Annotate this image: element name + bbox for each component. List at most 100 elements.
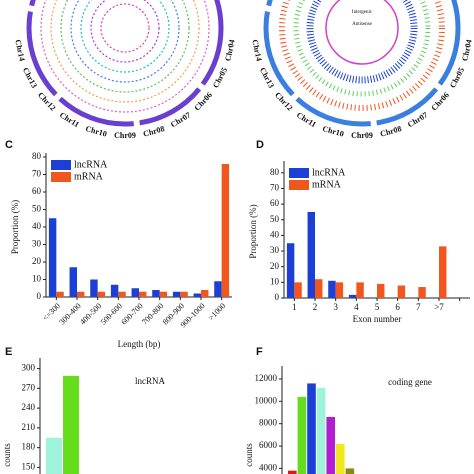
chromosome-label: Chr04 xyxy=(460,39,473,62)
bar xyxy=(56,291,64,297)
y-tick-label: 270 xyxy=(22,382,36,392)
y-tick-label: 0 xyxy=(275,292,280,302)
bar xyxy=(152,290,160,297)
bar xyxy=(328,280,336,298)
bar xyxy=(172,291,181,297)
x-tick-label: 4 xyxy=(354,302,359,312)
y-tick-label: 70 xyxy=(32,169,42,179)
x-tick-label: >7 xyxy=(434,302,444,312)
bar xyxy=(46,437,62,474)
bar xyxy=(48,218,57,297)
bar xyxy=(307,383,316,474)
bar xyxy=(221,164,230,297)
y-tick-label: 180 xyxy=(22,442,36,452)
bar xyxy=(335,282,344,298)
bar xyxy=(315,279,323,298)
chromosome-label: Chr08 xyxy=(379,124,402,139)
y-tick-label: 240 xyxy=(22,402,36,412)
chart-title: coding gene xyxy=(388,377,432,387)
y-tick-label: 10 xyxy=(270,276,280,286)
chromosome-label: Chr14 xyxy=(250,39,263,62)
y-axis-label: Proportion (%) xyxy=(248,204,258,258)
bar xyxy=(131,288,139,297)
legend-swatch xyxy=(51,160,71,170)
chart-title: lncRNA xyxy=(135,376,165,386)
legend-label: mRNA xyxy=(312,179,342,190)
bar xyxy=(110,284,119,297)
bar xyxy=(345,468,355,474)
y-axis-label: counts xyxy=(244,443,254,467)
y-tick-label: 80 xyxy=(32,151,42,161)
y-tick-label: 4000 xyxy=(259,462,278,472)
y-tick-label: 20 xyxy=(270,261,280,271)
x-tick-label: >1000 xyxy=(207,301,228,322)
chromosome-label: Chr08 xyxy=(142,124,165,139)
y-tick-label: 300 xyxy=(22,363,36,373)
bar xyxy=(439,246,447,298)
legend-swatch xyxy=(51,172,71,182)
bar xyxy=(397,285,406,298)
bar xyxy=(286,243,295,298)
x-tick-label: 7 xyxy=(416,302,421,312)
y-tick-label: 10 xyxy=(32,274,42,284)
chromosome-label: Chr14 xyxy=(13,39,26,62)
y-tick-label: 80 xyxy=(270,167,280,177)
bar xyxy=(297,396,307,474)
bar xyxy=(69,267,77,297)
y-tick-label: 210 xyxy=(22,422,36,432)
panel-letter: D xyxy=(256,139,264,151)
chromosome-label: Chr09 xyxy=(351,131,373,140)
y-tick-label: 60 xyxy=(270,198,280,208)
bar xyxy=(348,294,357,298)
bar xyxy=(180,291,188,297)
y-tick-label: 40 xyxy=(32,221,42,231)
y-tick-label: 150 xyxy=(22,461,36,471)
legend-label: mRNA xyxy=(74,171,104,182)
y-tick-label: 6000 xyxy=(259,440,278,450)
panel-letter: E xyxy=(5,346,12,358)
y-tick-label: 40 xyxy=(270,229,280,239)
bar xyxy=(77,291,85,297)
bar xyxy=(288,470,297,474)
x-tick-label: 400-500 xyxy=(78,301,103,326)
panel-letter: C xyxy=(5,139,13,151)
track-label: Intergenic xyxy=(352,10,373,15)
bar xyxy=(356,282,364,298)
y-tick-label: 50 xyxy=(32,204,42,214)
bar xyxy=(294,282,302,298)
x-tick-label: 1 xyxy=(292,302,297,312)
x-tick-label: 300-400 xyxy=(57,301,82,326)
bar xyxy=(90,279,98,297)
bar xyxy=(307,211,315,298)
x-axis-label: Length (bp) xyxy=(118,339,161,349)
y-tick-label: 70 xyxy=(270,183,280,193)
y-tick-label: 30 xyxy=(32,239,42,249)
bar xyxy=(214,281,222,297)
chromosome-label: Chr09 xyxy=(114,131,136,140)
chromosome-label: Chr04 xyxy=(223,39,236,62)
track-label: Antisense xyxy=(352,22,373,27)
y-axis-label: Proportion (%) xyxy=(10,200,20,254)
y-axis-label: counts xyxy=(2,443,12,467)
x-tick-label: 5 xyxy=(375,302,380,312)
chromosome-label: Chr10 xyxy=(321,124,344,139)
y-tick-label: 30 xyxy=(270,245,280,255)
y-tick-label: 60 xyxy=(32,186,42,196)
legend-label: lncRNA xyxy=(74,159,108,170)
bar xyxy=(97,291,106,297)
bar xyxy=(316,387,326,474)
panel-letter: F xyxy=(256,346,263,358)
y-tick-label: 50 xyxy=(270,214,280,224)
y-tick-label: 10000 xyxy=(255,395,278,405)
x-tick-label: 3 xyxy=(333,302,338,312)
x-tick-label: 700-800 xyxy=(140,301,165,326)
bar xyxy=(139,291,147,297)
x-tick-label: 600-700 xyxy=(119,301,144,326)
x-axis-label: Exon number xyxy=(353,314,402,324)
bar xyxy=(63,375,79,474)
x-tick-label: 6 xyxy=(395,302,400,312)
y-tick-label: 0 xyxy=(37,291,42,301)
circos-a xyxy=(26,0,224,127)
legend-swatch xyxy=(289,168,309,178)
